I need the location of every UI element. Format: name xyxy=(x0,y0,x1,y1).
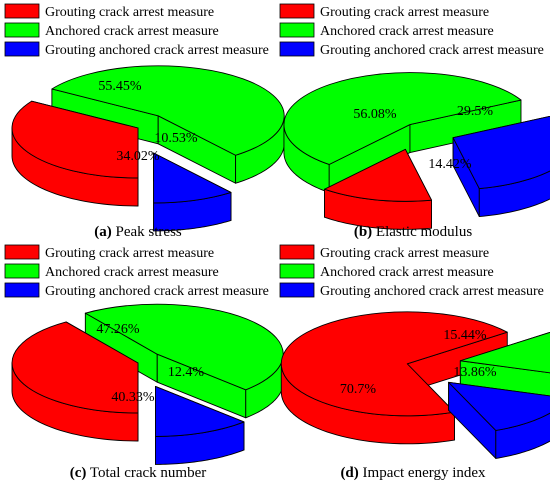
data-label-grouting-anchored: 12.4% xyxy=(168,365,205,380)
legend-swatch-grouting xyxy=(279,3,315,19)
pie-panel-2: Grouting crack arrest measure Anchored cr… xyxy=(279,3,550,240)
panel-caption: (b) Elastic modulus xyxy=(354,224,472,240)
legend-swatch-grouting xyxy=(279,244,315,260)
legend-entry-grouting-anchored: Grouting anchored crack arrest measure xyxy=(320,284,544,299)
pie-slice-grouting-anchored xyxy=(155,385,245,465)
pie-panel-1: Grouting crack arrest measure Anchored cr… xyxy=(4,3,285,240)
legend-entry-grouting-anchored: Grouting anchored crack arrest measure xyxy=(45,43,269,58)
legend-entry-anchored: Anchored crack arrest measure xyxy=(320,24,494,39)
pie-panel-4: Grouting crack arrest measure Anchored cr… xyxy=(279,244,550,481)
pie-slice-grouting-anchored xyxy=(153,152,232,232)
legend-entry-grouting: Grouting crack arrest measure xyxy=(320,246,489,261)
legend-swatch-anchored xyxy=(4,263,40,279)
data-label-grouting-anchored: 29.5% xyxy=(457,104,494,119)
legend-entry-anchored: Anchored crack arrest measure xyxy=(45,265,219,280)
panel-caption-text: Elastic modulus xyxy=(372,224,472,240)
pie-panel-3: Grouting crack arrest measure Anchored cr… xyxy=(4,244,284,481)
pie-slice-grouting xyxy=(11,100,139,207)
legend-entry-grouting-anchored: Grouting anchored crack arrest measure xyxy=(45,284,269,299)
data-label-grouting-anchored: 13.86% xyxy=(453,365,497,380)
legend-entry-grouting: Grouting crack arrest measure xyxy=(320,5,489,20)
legend: Grouting crack arrest measure Anchored cr… xyxy=(4,244,269,299)
panel-caption: (d) Impact energy index xyxy=(340,465,486,481)
pie-slice-grouting xyxy=(11,321,139,442)
data-label-anchored: 56.08% xyxy=(353,107,397,122)
panel-caption-text: Peak stress xyxy=(112,224,182,240)
legend-swatch-anchored xyxy=(4,22,40,38)
data-label-grouting: 34.02% xyxy=(116,149,160,164)
legend: Grouting crack arrest measure Anchored cr… xyxy=(279,3,544,58)
panel-caption-text: Total crack number xyxy=(86,465,206,481)
panel-caption-text: Impact energy index xyxy=(359,465,486,481)
pie-slice-grouting xyxy=(280,311,508,445)
data-label-grouting: 40.33% xyxy=(111,390,155,405)
data-label-anchored: 47.26% xyxy=(96,322,140,337)
legend-swatch-grouting-anchored xyxy=(4,282,40,298)
legend: Grouting crack arrest measure Anchored cr… xyxy=(279,244,544,299)
pie-slice-anchored xyxy=(459,331,550,402)
legend-swatch-grouting-anchored xyxy=(279,282,315,298)
legend-swatch-grouting xyxy=(4,3,40,19)
panel-letter: (c) xyxy=(70,465,87,481)
legend-swatch-anchored xyxy=(279,22,315,38)
data-label-grouting-anchored: 10.53% xyxy=(154,131,198,146)
pie-slice-grouting-anchored xyxy=(452,115,550,218)
pie-slice-grouting xyxy=(324,148,432,230)
data-label-grouting: 14.42% xyxy=(428,157,472,172)
legend-entry-grouting: Grouting crack arrest measure xyxy=(45,5,214,20)
data-label-anchored: 15.44% xyxy=(443,328,487,343)
legend-entry-grouting: Grouting crack arrest measure xyxy=(45,246,214,261)
panel-letter: (a) xyxy=(94,224,112,240)
data-label-grouting: 70.7% xyxy=(340,382,377,397)
legend-swatch-anchored xyxy=(279,263,315,279)
legend-entry-grouting-anchored: Grouting anchored crack arrest measure xyxy=(320,43,544,58)
legend-swatch-grouting-anchored xyxy=(279,41,315,57)
data-label-anchored: 55.45% xyxy=(98,79,142,94)
panel-letter: (b) xyxy=(354,224,372,240)
legend-entry-anchored: Anchored crack arrest measure xyxy=(45,24,219,39)
panel-caption: (c) Total crack number xyxy=(70,465,207,481)
legend: Grouting crack arrest measure Anchored cr… xyxy=(4,3,269,58)
panel-letter: (d) xyxy=(340,465,358,481)
panel-caption: (a) Peak stress xyxy=(94,224,182,240)
pie-slice-anchored xyxy=(283,72,522,193)
legend-entry-anchored: Anchored crack arrest measure xyxy=(320,265,494,280)
legend-swatch-grouting xyxy=(4,244,40,260)
pie-slice-grouting-anchored xyxy=(448,381,550,459)
pie-slice-anchored xyxy=(84,303,284,419)
legend-swatch-grouting-anchored xyxy=(4,41,40,57)
